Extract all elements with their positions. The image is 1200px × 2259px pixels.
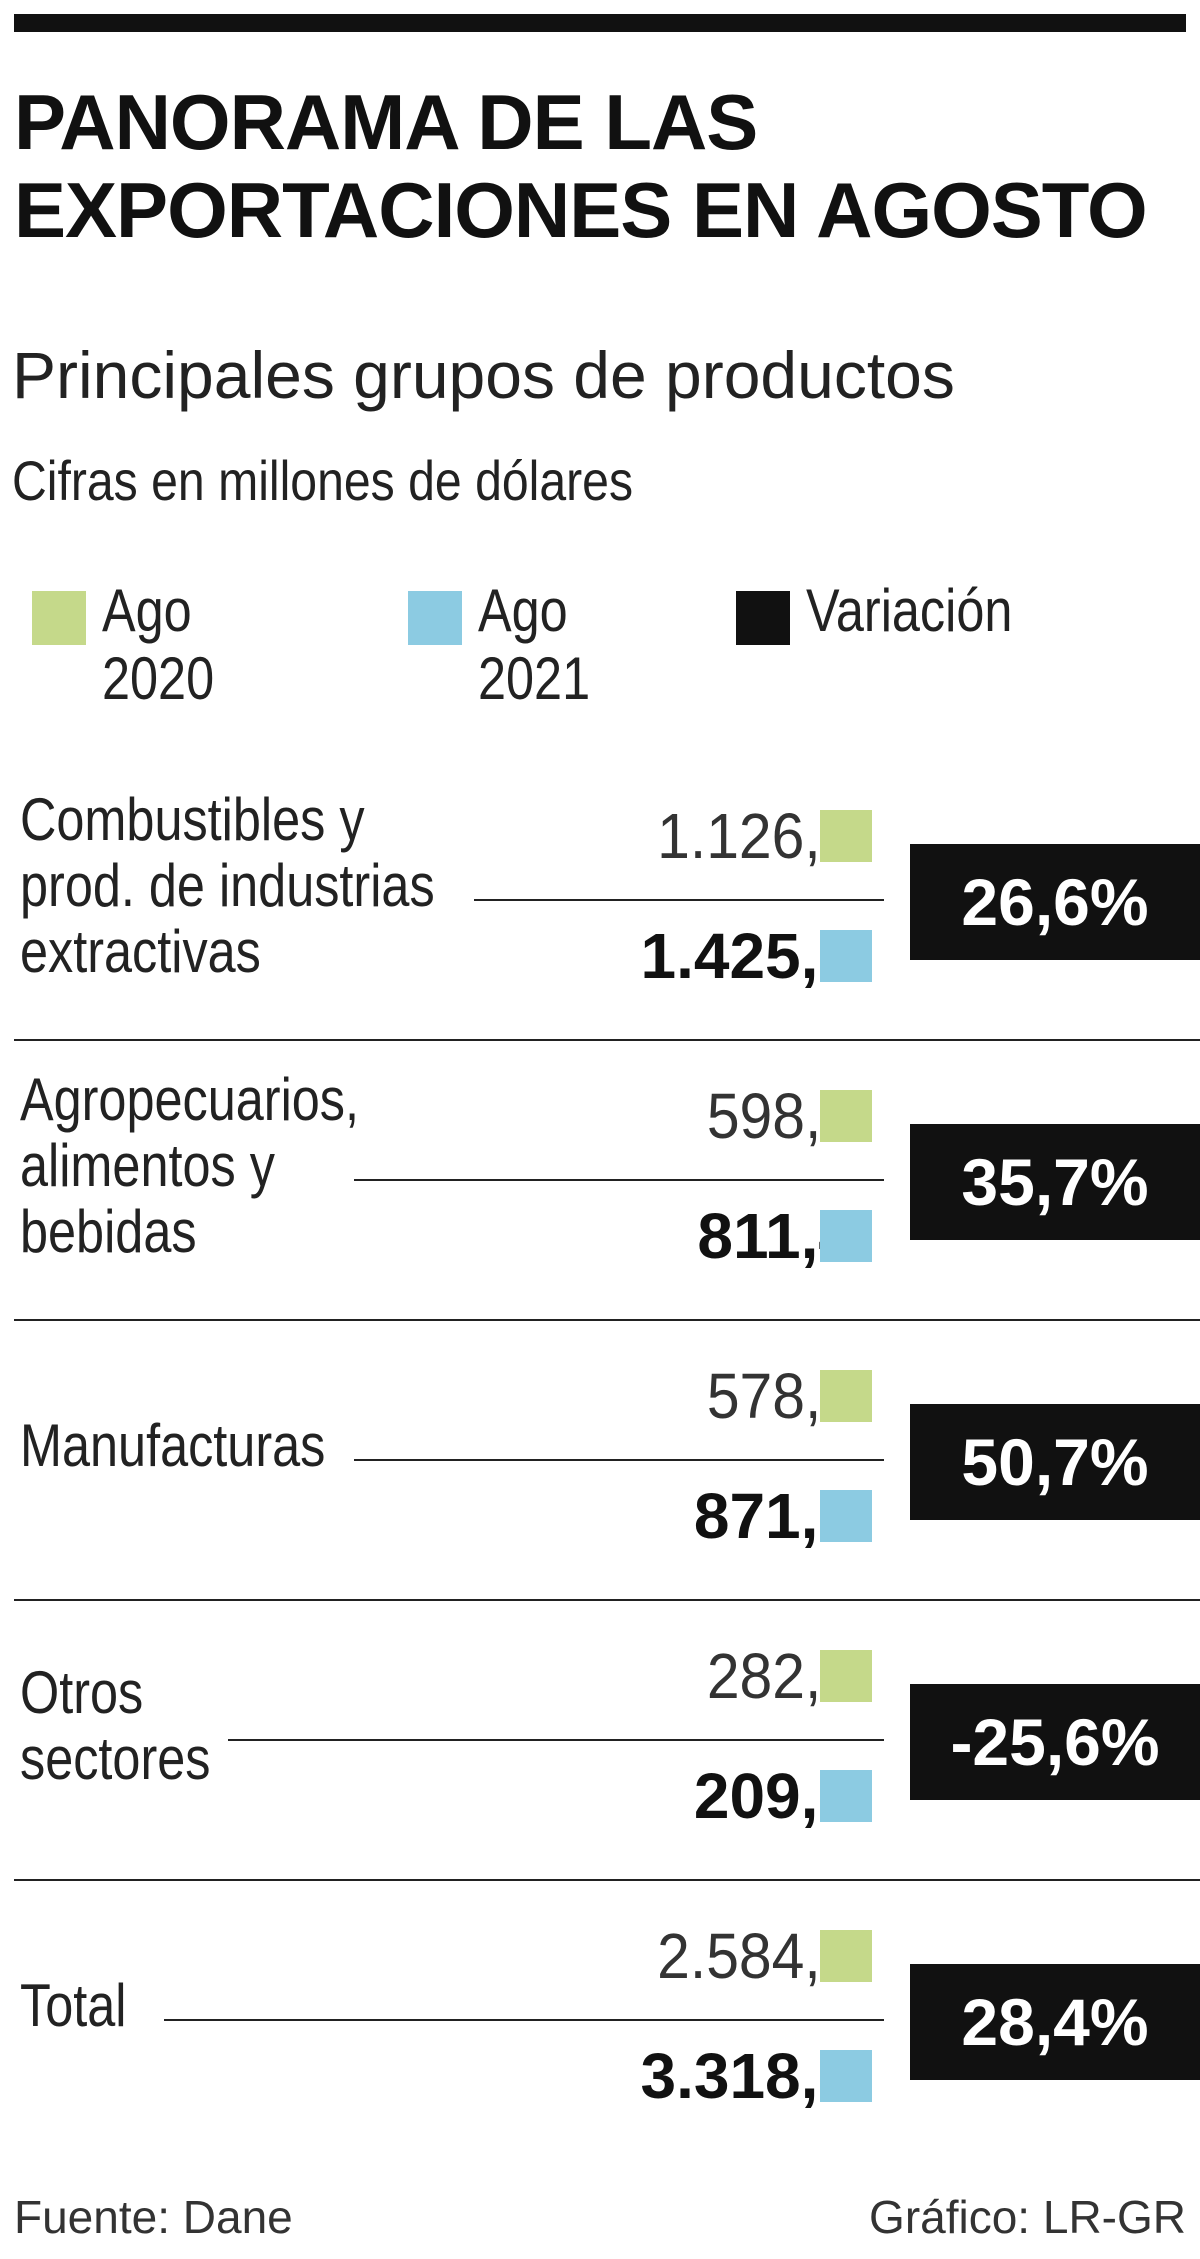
source-note: Fuente: Dane — [14, 2191, 293, 2243]
variation-badge: 50,7% — [910, 1404, 1200, 1520]
chart-subtitle: Principales grupos de productos — [12, 338, 955, 412]
marker-ago-2021 — [820, 1490, 872, 1542]
chart-title: PANORAMA DE LAS EXPORTACIONES EN AGOSTO — [14, 78, 1194, 254]
variation-badge: 26,6% — [910, 844, 1200, 960]
graphic-credit: Gráfico: LR-GR — [869, 2191, 1186, 2243]
value-ago-2021: 1.425,6 — [640, 920, 854, 992]
row-label-line: Total — [20, 1972, 127, 2039]
row-label: Agropecuarios, alimentos y bebidas — [20, 1067, 359, 1265]
marker-ago-2020 — [820, 1370, 872, 1422]
row-label-line: prod. de industrias — [20, 852, 435, 919]
table-row: Agropecuarios, alimentos y bebidas 598,1 811… — [14, 1040, 1200, 1321]
variation-badge: 28,4% — [910, 1964, 1200, 2080]
marker-ago-2020 — [820, 1650, 872, 1702]
marker-ago-2020 — [820, 1090, 872, 1142]
exports-table: Combustibles y prod. de industrias extract… — [14, 760, 1200, 2160]
marker-ago-2021 — [820, 1770, 872, 1822]
row-divider — [14, 1039, 1200, 1041]
table-row: Total 2.584,8 3.318,0 28,4% — [14, 1880, 1200, 2160]
row-label-line: sectores — [20, 1725, 211, 1792]
row-label-line: Combustibles y — [20, 786, 365, 853]
row-connector-line — [354, 1179, 884, 1181]
legend-swatch-variacion — [736, 591, 790, 645]
chart-title-line-1: PANORAMA DE LAS — [14, 78, 758, 166]
legend-label-ago-2021: Ago 2021 — [478, 577, 591, 712]
row-divider — [14, 1319, 1200, 1321]
table-row: Combustibles y prod. de industrias extract… — [14, 760, 1200, 1041]
chart-title-line-2: EXPORTACIONES EN AGOSTO — [14, 166, 1148, 254]
legend-label-variacion: Variación — [806, 577, 1013, 644]
legend-swatch-ago-2021 — [408, 591, 462, 645]
marker-ago-2021 — [820, 930, 872, 982]
marker-ago-2020 — [820, 1930, 872, 1982]
row-label-line: extractivas — [20, 918, 261, 985]
row-label: Manufacturas — [20, 1413, 325, 1479]
row-divider — [14, 1599, 1200, 1601]
legend-label-ago-2020: Ago 2020 — [102, 577, 215, 712]
table-row: Manufacturas 578,2 871,2 50,7% — [14, 1320, 1200, 1601]
variation-badge: 35,7% — [910, 1124, 1200, 1240]
row-label: Otros sectores — [20, 1660, 210, 1792]
top-rule — [14, 14, 1186, 32]
row-connector-line — [354, 1459, 884, 1461]
value-ago-2021: 3.318,0 — [640, 2040, 854, 2112]
row-label-line: bebidas — [20, 1198, 197, 1265]
row-label-line: Otros — [20, 1659, 144, 1726]
row-connector-line — [228, 1739, 884, 1741]
row-label: Total — [20, 1973, 126, 2039]
marker-ago-2021 — [820, 2050, 872, 2102]
table-row: Otros sectores 282,0 209,9 -25,6% — [14, 1600, 1200, 1881]
row-connector-line — [474, 899, 884, 901]
legend-swatch-ago-2020 — [32, 591, 86, 645]
variation-badge: -25,6% — [910, 1684, 1200, 1800]
marker-ago-2021 — [820, 1210, 872, 1262]
row-divider — [14, 1879, 1200, 1881]
marker-ago-2020 — [820, 810, 872, 862]
units-note: Cifras en millones de dólares — [12, 449, 634, 512]
row-label-line: Manufacturas — [20, 1412, 326, 1479]
row-label-line: alimentos y — [20, 1132, 275, 1199]
row-label: Combustibles y prod. de industrias extract… — [20, 787, 435, 985]
row-label-line: Agropecuarios, — [20, 1066, 360, 1133]
row-connector-line — [164, 2019, 884, 2021]
